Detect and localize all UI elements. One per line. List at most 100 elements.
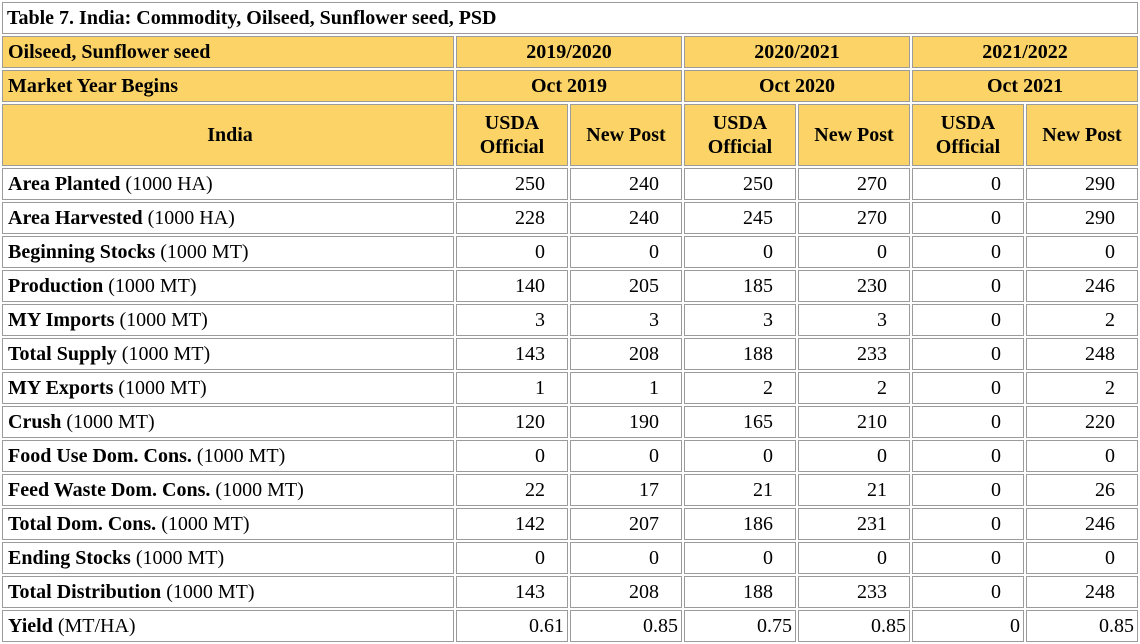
value-cell: 210	[798, 406, 910, 438]
value-cell: 245	[684, 202, 796, 234]
attribute-name: Yield	[8, 615, 53, 637]
value-cell: 0	[912, 270, 1024, 302]
attribute-name: Total Supply	[8, 343, 117, 365]
attribute-unit: (1000 MT)	[61, 411, 155, 433]
value-cell: 0	[1026, 236, 1139, 268]
value-cell: 246	[1026, 270, 1139, 302]
value-cell: 3	[684, 304, 796, 336]
value-cell: 0	[456, 542, 568, 574]
source-header-new-post-2: New Post	[798, 104, 910, 166]
value-cell: 228	[456, 202, 568, 234]
table-row: Yield (MT/HA) 0.61 0.85 0.75 0.85 0 0.85	[2, 610, 1139, 642]
row-label: Ending Stocks (1000 MT)	[2, 542, 454, 574]
value-cell: 0	[456, 440, 568, 472]
value-cell: 0.85	[570, 610, 682, 642]
attribute-name: Area Harvested	[8, 207, 143, 229]
value-cell: 188	[684, 576, 796, 608]
value-cell: 207	[570, 508, 682, 540]
value-cell: 250	[684, 168, 796, 200]
value-cell: 290	[1026, 168, 1139, 200]
row-label: Area Harvested (1000 HA)	[2, 202, 454, 234]
attribute-name: MY Exports	[8, 377, 114, 399]
value-cell: 17	[570, 474, 682, 506]
value-cell: 0	[570, 440, 682, 472]
value-cell: 0.75	[684, 610, 796, 642]
value-cell: 0.85	[1026, 610, 1139, 642]
market-year-begin-3: Oct 2021	[912, 70, 1139, 102]
value-cell: 186	[684, 508, 796, 540]
value-cell: 208	[570, 576, 682, 608]
attribute-name: Total Dom. Cons.	[8, 513, 157, 535]
market-year-row: Market Year Begins Oct 2019 Oct 2020 Oct…	[2, 70, 1139, 102]
row-label: MY Exports (1000 MT)	[2, 372, 454, 404]
row-label: MY Imports (1000 MT)	[2, 304, 454, 336]
attribute-name: Feed Waste Dom. Cons.	[8, 479, 211, 501]
source-header-usda-official-2: USDA Official	[684, 104, 796, 166]
attribute-name: Area Planted	[8, 173, 121, 195]
market-year-label: Market Year Begins	[2, 70, 454, 102]
table-row: Total Dom. Cons. (1000 MT) 142 207 186 231 0 2…	[2, 508, 1139, 540]
value-cell: 2	[1026, 372, 1139, 404]
value-cell: 0	[798, 440, 910, 472]
value-cell: 0	[684, 542, 796, 574]
attribute-unit: (1000 MT)	[155, 241, 249, 263]
value-cell: 2	[1026, 304, 1139, 336]
value-cell: 0.85	[798, 610, 910, 642]
value-cell: 0	[912, 406, 1024, 438]
source-header-row: India USDA Official New Post USDA Offici…	[2, 104, 1139, 166]
value-cell: 2	[684, 372, 796, 404]
value-cell: 2	[798, 372, 910, 404]
value-cell: 1	[456, 372, 568, 404]
row-label: Total Distribution (1000 MT)	[2, 576, 454, 608]
value-cell: 0	[684, 236, 796, 268]
value-cell: 3	[570, 304, 682, 336]
value-cell: 143	[456, 338, 568, 370]
value-cell: 220	[1026, 406, 1139, 438]
value-cell: 0	[912, 474, 1024, 506]
value-cell: 205	[570, 270, 682, 302]
value-cell: 165	[684, 406, 796, 438]
attribute-name: Food Use Dom. Cons.	[8, 445, 192, 467]
table-title: Table 7. India: Commodity, Oilseed, Sunf…	[2, 2, 1139, 34]
attribute-unit: (1000 MT)	[191, 445, 286, 467]
value-cell: 0.61	[456, 610, 568, 642]
row-label: Area Planted (1000 HA)	[2, 168, 454, 200]
attribute-unit: (1000 MT)	[161, 581, 255, 603]
row-label: Feed Waste Dom. Cons. (1000 MT)	[2, 474, 454, 506]
value-cell: 0	[798, 542, 910, 574]
table-row: Ending Stocks (1000 MT) 0 0 0 0 0 0	[2, 542, 1139, 574]
value-cell: 3	[798, 304, 910, 336]
row-label: Yield (MT/HA)	[2, 610, 454, 642]
value-cell: 230	[798, 270, 910, 302]
table-row: Total Distribution (1000 MT) 143 208 188 233…	[2, 576, 1139, 608]
value-cell: 248	[1026, 576, 1139, 608]
row-label: Production (1000 MT)	[2, 270, 454, 302]
row-label: Total Supply (1000 MT)	[2, 338, 454, 370]
attribute-name: MY Imports	[8, 309, 115, 331]
attribute-name: Production	[8, 275, 104, 297]
table-row: Beginning Stocks (1000 MT) 0 0 0 0 0 0	[2, 236, 1139, 268]
value-cell: 0	[912, 440, 1024, 472]
value-cell: 0	[1026, 542, 1139, 574]
value-cell: 233	[798, 338, 910, 370]
attribute-name: Beginning Stocks	[8, 241, 156, 263]
table-row: MY Exports (1000 MT) 1 1 2 2 0 2	[2, 372, 1139, 404]
value-cell: 270	[798, 168, 910, 200]
value-cell: 0	[912, 168, 1024, 200]
attribute-unit: (1000 MT)	[103, 275, 197, 297]
value-cell: 3	[456, 304, 568, 336]
value-cell: 26	[1026, 474, 1139, 506]
attribute-name: Total Distribution	[8, 581, 162, 603]
value-cell: 21	[684, 474, 796, 506]
table-row: MY Imports (1000 MT) 3 3 3 3 0 2	[2, 304, 1139, 336]
value-cell: 240	[570, 202, 682, 234]
attribute-unit: (1000 HA)	[142, 207, 235, 229]
value-cell: 188	[684, 338, 796, 370]
value-cell: 0	[912, 610, 1024, 642]
value-cell: 0	[912, 542, 1024, 574]
value-cell: 0	[912, 304, 1024, 336]
year-header-row: Oilseed, Sunflower seed 2019/2020 2020/2…	[2, 36, 1139, 68]
value-cell: 240	[570, 168, 682, 200]
table-row: Crush (1000 MT) 120 190 165 210 0 220	[2, 406, 1139, 438]
